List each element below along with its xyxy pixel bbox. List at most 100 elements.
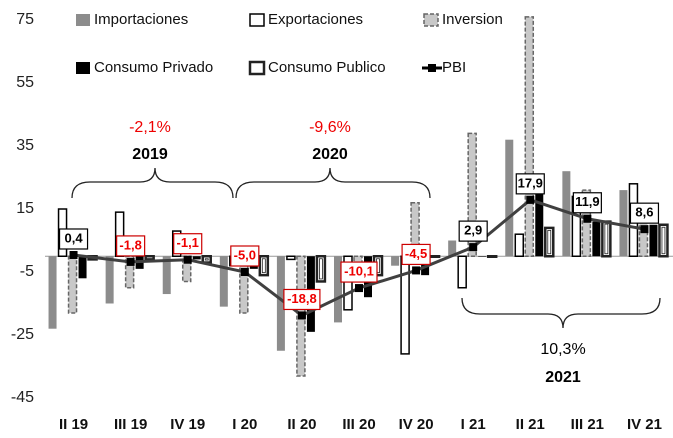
pbi-point bbox=[412, 266, 421, 275]
bar bbox=[658, 223, 669, 258]
bar bbox=[276, 256, 285, 351]
annotation: 10,3% bbox=[540, 341, 585, 358]
legend-label: Consumo Publico bbox=[268, 59, 386, 76]
pbi-label: -1,1 bbox=[177, 235, 199, 250]
label-box bbox=[340, 261, 378, 283]
bar bbox=[535, 193, 544, 257]
legend-label: PBI bbox=[442, 59, 466, 76]
pbi-point bbox=[526, 195, 535, 204]
bar bbox=[524, 16, 535, 257]
annotation: 2021 bbox=[545, 369, 581, 386]
annotation: 2020 bbox=[312, 146, 348, 163]
bar bbox=[410, 201, 420, 257]
bar bbox=[391, 256, 400, 266]
x-tick-label: I 20 bbox=[232, 416, 257, 433]
bar bbox=[478, 256, 487, 257]
pbi-point bbox=[355, 284, 363, 293]
pbi-point bbox=[583, 214, 592, 223]
label-box bbox=[572, 192, 602, 214]
legend-label: Importaciones bbox=[94, 11, 188, 28]
bar bbox=[619, 190, 628, 257]
bar bbox=[48, 256, 57, 329]
bar bbox=[343, 255, 353, 311]
bar bbox=[592, 221, 601, 257]
x-tick-label: I 21 bbox=[461, 416, 486, 433]
bar-inner bbox=[661, 226, 666, 255]
annotation: 2019 bbox=[132, 146, 168, 163]
bar bbox=[467, 132, 477, 257]
bar bbox=[162, 256, 171, 295]
x-tick-label: II 20 bbox=[287, 416, 316, 433]
annotation: -9,6% bbox=[309, 119, 351, 136]
pbi-label: -1,8 bbox=[119, 237, 141, 252]
bar bbox=[649, 224, 658, 257]
bar bbox=[78, 256, 87, 279]
bar-inner bbox=[604, 223, 609, 255]
label-box bbox=[58, 228, 89, 250]
label-box bbox=[116, 235, 146, 257]
bar bbox=[505, 139, 514, 257]
pbi-label: -10,1 bbox=[344, 264, 374, 279]
bar-inner bbox=[204, 258, 209, 261]
legend-marker bbox=[428, 64, 436, 72]
label-box bbox=[401, 243, 431, 266]
bar bbox=[486, 255, 498, 258]
bar bbox=[219, 256, 228, 307]
pbi-label: -4,5 bbox=[405, 246, 427, 261]
pbi-label: 2,9 bbox=[464, 223, 482, 238]
bar bbox=[286, 255, 296, 261]
y-tick-label: 15 bbox=[16, 200, 34, 217]
label-box bbox=[458, 220, 488, 242]
y-tick-label: 55 bbox=[16, 74, 34, 91]
y-tick-label: 35 bbox=[16, 137, 34, 154]
x-tick-label: III 20 bbox=[342, 416, 375, 433]
pbi-point bbox=[240, 268, 249, 276]
pbi-label: 8,6 bbox=[635, 205, 653, 220]
label-box bbox=[629, 202, 660, 224]
bar bbox=[201, 255, 212, 264]
bar bbox=[258, 255, 270, 277]
bar bbox=[144, 255, 155, 261]
x-tick-label: III 21 bbox=[571, 416, 604, 433]
label-box bbox=[515, 173, 545, 195]
x-tick-label: II 21 bbox=[516, 416, 545, 433]
bar-inner bbox=[547, 229, 552, 255]
legend-label: Inversion bbox=[442, 11, 503, 28]
bar-inner bbox=[261, 258, 266, 274]
pbi-point bbox=[297, 311, 306, 320]
bar bbox=[192, 256, 201, 260]
pbi-label: 11,9 bbox=[575, 194, 600, 209]
bar-inner bbox=[319, 258, 323, 280]
legend-label: Consumo Privado bbox=[94, 59, 213, 76]
braces bbox=[71, 167, 661, 329]
bar bbox=[334, 256, 342, 323]
legend-swatch bbox=[423, 13, 439, 27]
pbi-label: -18,8 bbox=[287, 291, 317, 306]
pbi-label: 0,4 bbox=[65, 230, 84, 245]
bar bbox=[315, 255, 327, 283]
y-tick-label: 75 bbox=[16, 11, 34, 28]
label-box bbox=[173, 233, 203, 255]
legend-swatch bbox=[248, 60, 266, 76]
pbi-point bbox=[126, 257, 135, 266]
bar bbox=[429, 255, 441, 258]
x-tick-label: IV 20 bbox=[399, 416, 434, 433]
x-tick-label: III 19 bbox=[114, 416, 147, 433]
pbi-point bbox=[69, 250, 78, 259]
pbi-label: -5,0 bbox=[234, 247, 256, 262]
label-box bbox=[283, 288, 321, 311]
legend-label: Exportaciones bbox=[268, 11, 363, 28]
pbi-label: 17,9 bbox=[518, 175, 543, 190]
pbi-point bbox=[183, 255, 192, 264]
y-tick-label: -25 bbox=[11, 326, 34, 343]
bar bbox=[562, 171, 571, 257]
label-box bbox=[230, 245, 260, 267]
pbi-point bbox=[469, 243, 478, 252]
legend-swatch bbox=[76, 14, 90, 26]
annotation: -2,1% bbox=[129, 119, 171, 136]
bar bbox=[67, 255, 78, 314]
y-tick-label: -45 bbox=[11, 389, 34, 406]
bar bbox=[457, 255, 467, 289]
x-tick-label: II 19 bbox=[59, 416, 88, 433]
